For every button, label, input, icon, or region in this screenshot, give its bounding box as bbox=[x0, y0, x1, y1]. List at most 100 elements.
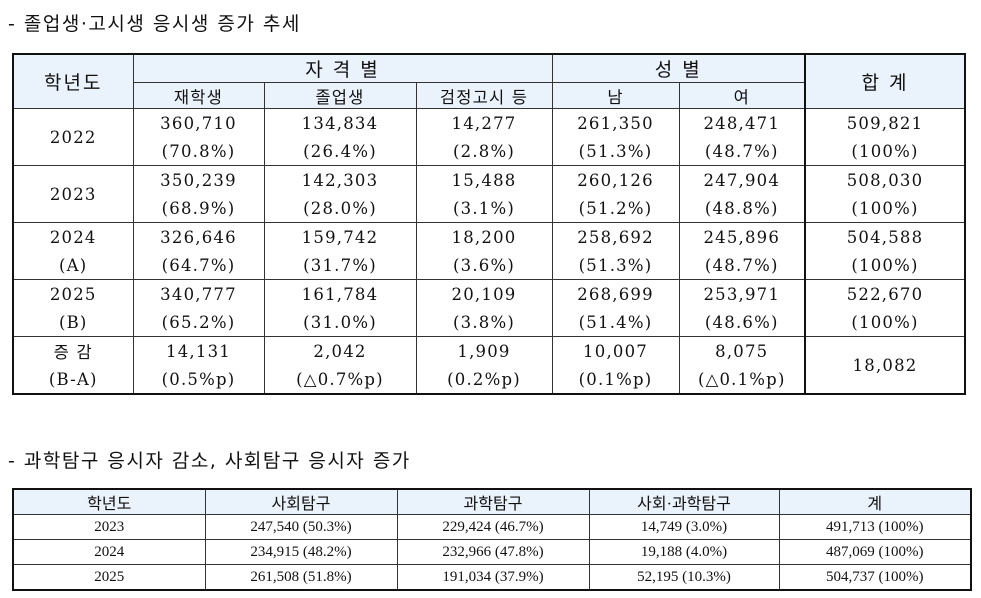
cell-ratio: (0.1%p) bbox=[551, 365, 680, 394]
cell-value: 232,966 (47.8%) bbox=[396, 539, 590, 565]
row-year: 2023 bbox=[12, 514, 206, 540]
section2-heading: - 과학탐구 응시자 감소, 사회탐구 응시자 증가 bbox=[8, 450, 411, 472]
cell-ratio: (△0.7%p) bbox=[263, 365, 417, 394]
header-year: 학년도 bbox=[12, 53, 134, 109]
cell-ratio: (48.6%) bbox=[678, 308, 806, 337]
change-label: 증 감 bbox=[12, 336, 134, 365]
header-year: 학년도 bbox=[12, 488, 206, 515]
cell-ratio: (51.3%) bbox=[551, 137, 680, 166]
cell-total: 508,030 bbox=[804, 165, 966, 194]
cell-ratio: (2.8%) bbox=[415, 137, 553, 166]
cell-value: 19,188 (4.0%) bbox=[588, 539, 780, 565]
cell-total: 491,713 (100%) bbox=[778, 514, 972, 540]
cell-total: 504,737 (100%) bbox=[778, 564, 972, 591]
applicant-trend-table: 학년도 자 격 별 성 별 합 계 재학생 졸업생 검정고시 등 남 여 202… bbox=[12, 53, 967, 395]
cell-total-ratio: (100%) bbox=[804, 308, 966, 337]
inquiry-subject-table: 학년도 사회탐구 과학탐구 사회·과학탐구 계 2023 247,540 (50… bbox=[12, 488, 972, 591]
cell-value: 229,424 (46.7%) bbox=[396, 514, 590, 540]
cell-count: 14,277 bbox=[415, 108, 553, 137]
cell-count: 15,488 bbox=[415, 165, 553, 194]
header-science-inquiry: 과학탐구 bbox=[396, 488, 590, 515]
table-row: 2022 360,710 134,834 14,277 261,350 248,… bbox=[12, 108, 966, 166]
cell-ratio: (26.4%) bbox=[263, 137, 417, 166]
cell-ratio: (28.0%) bbox=[263, 194, 417, 223]
cell-count: 248,471 bbox=[678, 108, 806, 137]
change-total: 18,082 bbox=[804, 336, 966, 394]
cell-total-ratio: (100%) bbox=[804, 137, 966, 166]
cell-count: 253,971 bbox=[678, 279, 806, 308]
cell-ratio: (51.2%) bbox=[551, 194, 680, 223]
cell-count: 268,699 bbox=[551, 279, 680, 308]
cell-ratio: (51.3%) bbox=[551, 251, 680, 280]
cell-count: 14,131 bbox=[132, 336, 265, 365]
row-year: 2023 bbox=[12, 165, 134, 223]
row-year: 2024 bbox=[12, 222, 134, 251]
cell-ratio: (70.8%) bbox=[132, 137, 265, 166]
header-total: 계 bbox=[778, 488, 972, 515]
cell-value: 14,749 (3.0%) bbox=[588, 514, 780, 540]
cell-value: 52,195 (10.3%) bbox=[588, 564, 780, 591]
change-label-sub: (B-A) bbox=[12, 365, 134, 394]
header-enrolled: 재학생 bbox=[132, 82, 265, 109]
table-row: 2025 261,508 (51.8%) 191,034 (37.9%) 52,… bbox=[12, 564, 972, 591]
cell-count: 260,126 bbox=[551, 165, 680, 194]
cell-value: 261,508 (51.8%) bbox=[204, 564, 398, 591]
cell-count: 134,834 bbox=[263, 108, 417, 137]
cell-total: 522,670 bbox=[804, 279, 966, 308]
cell-count: 247,904 bbox=[678, 165, 806, 194]
table-row: 2023 247,540 (50.3%) 229,424 (46.7%) 14,… bbox=[12, 514, 972, 540]
cell-ratio: (64.7%) bbox=[132, 251, 265, 280]
table-row: 증 감 14,131 2,042 1,909 10,007 8,075 18,0… bbox=[12, 336, 966, 394]
section1-heading: - 졸업생·고시생 응시생 증가 추세 bbox=[8, 13, 301, 35]
table-row: 2024 326,646 159,742 18,200 258,692 245,… bbox=[12, 222, 966, 251]
table-row: (A) (64.7%) (31.7%) (3.6%) (51.3%) (48.7… bbox=[12, 251, 966, 280]
header-qualification-group: 자 격 별 bbox=[132, 53, 553, 83]
cell-total-ratio: (100%) bbox=[804, 194, 966, 223]
cell-ratio: (48.7%) bbox=[678, 137, 806, 166]
header-social-science-inquiry: 사회·과학탐구 bbox=[588, 488, 780, 515]
cell-count: 340,777 bbox=[132, 279, 265, 308]
cell-ratio: (3.1%) bbox=[415, 194, 553, 223]
header-social-inquiry: 사회탐구 bbox=[204, 488, 398, 515]
cell-count: 326,646 bbox=[132, 222, 265, 251]
cell-count: 8,075 bbox=[678, 336, 806, 365]
row-year: 2022 bbox=[12, 108, 134, 166]
cell-total-ratio: (100%) bbox=[804, 251, 966, 280]
cell-ratio: (△0.1%p) bbox=[678, 365, 806, 394]
cell-count: 261,350 bbox=[551, 108, 680, 137]
cell-count: 2,042 bbox=[263, 336, 417, 365]
table-row: (68.9%) (28.0%) (3.1%) (51.2%) (48.8%) (… bbox=[13, 194, 966, 223]
cell-count: 258,692 bbox=[551, 222, 680, 251]
header-male: 남 bbox=[551, 82, 680, 109]
table-row: (B) (65.2%) (31.0%) (3.8%) (51.4%) (48.6… bbox=[12, 308, 966, 337]
header-qualification-exam: 검정고시 등 bbox=[415, 82, 553, 109]
cell-count: 1,909 bbox=[415, 336, 553, 365]
cell-count: 161,784 bbox=[263, 279, 417, 308]
header-total: 합 계 bbox=[804, 53, 966, 109]
cell-count: 245,896 bbox=[678, 222, 806, 251]
cell-total: 487,069 (100%) bbox=[778, 539, 972, 565]
cell-total: 509,821 bbox=[804, 108, 966, 137]
cell-count: 18,200 bbox=[415, 222, 553, 251]
row-year: 2025 bbox=[12, 564, 206, 591]
table-row: (70.8%) (26.4%) (2.8%) (51.3%) (48.7%) (… bbox=[13, 137, 966, 166]
cell-ratio: (0.2%p) bbox=[415, 365, 553, 394]
cell-ratio: (31.7%) bbox=[263, 251, 417, 280]
cell-total: 504,588 bbox=[804, 222, 966, 251]
cell-ratio: (0.5%p) bbox=[132, 365, 265, 394]
cell-count: 159,742 bbox=[263, 222, 417, 251]
cell-count: 360,710 bbox=[132, 108, 265, 137]
cell-ratio: (48.8%) bbox=[678, 194, 806, 223]
table-row: 2023 350,239 142,303 15,488 260,126 247,… bbox=[12, 165, 966, 223]
table-row: 2025 340,777 161,784 20,109 268,699 253,… bbox=[12, 279, 966, 308]
row-year-marker: (B) bbox=[12, 308, 134, 337]
cell-count: 350,239 bbox=[132, 165, 265, 194]
table-row: 2024 234,915 (48.2%) 232,966 (47.8%) 19,… bbox=[12, 539, 972, 565]
cell-ratio: (3.6%) bbox=[415, 251, 553, 280]
table-row: (B-A) (0.5%p) (△0.7%p) (0.2%p) (0.1%p) (… bbox=[12, 365, 965, 394]
cell-ratio: (68.9%) bbox=[132, 194, 265, 223]
header-graduates: 졸업생 bbox=[263, 82, 417, 109]
row-year: 2024 bbox=[12, 539, 206, 565]
cell-ratio: (31.0%) bbox=[263, 308, 417, 337]
cell-count: 10,007 bbox=[551, 336, 680, 365]
